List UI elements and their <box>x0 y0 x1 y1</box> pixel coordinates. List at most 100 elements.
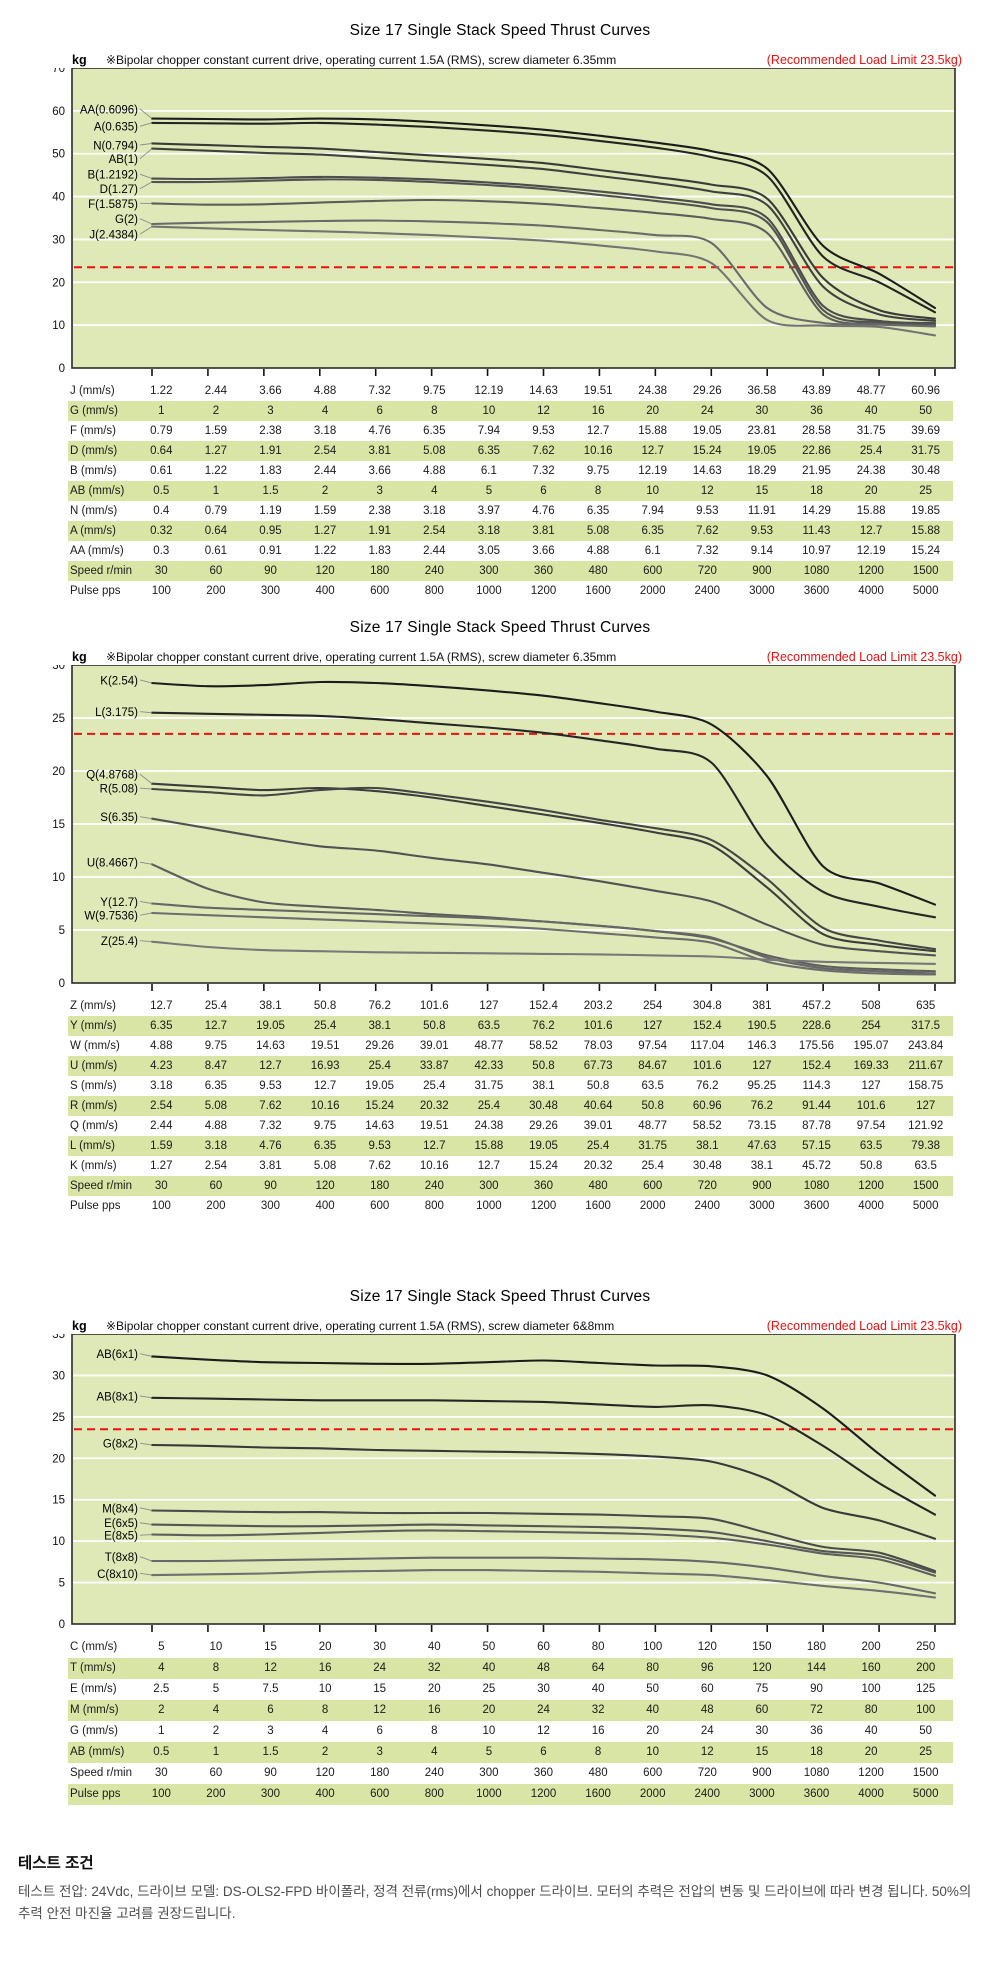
chart-block-3: Size 17 Single Stack Speed Thrust Curves… <box>0 1288 1000 1805</box>
table-cell: 3.18 <box>423 505 446 517</box>
y-axis-tick-label: 60 <box>52 106 65 118</box>
y-axis-tick-label: 25 <box>52 713 65 725</box>
table-cell: 79.38 <box>911 1140 941 1152</box>
table-cell: 800 <box>424 585 444 597</box>
series-label: A(0.635) <box>94 122 138 134</box>
table-cell: 60 <box>209 565 223 577</box>
table-cell: 600 <box>370 1788 390 1800</box>
table-cell: 25.4 <box>586 1140 610 1152</box>
table-cell: 19.05 <box>692 425 722 437</box>
table-cell: 38.1 <box>368 1020 391 1032</box>
table-cell: 10 <box>646 1746 660 1758</box>
table-cell: 114.3 <box>802 1080 831 1092</box>
table-cell: 243.84 <box>908 1040 944 1052</box>
table-cell: 31.75 <box>911 445 941 457</box>
series-label: C(8x10) <box>97 1569 138 1581</box>
table-cell: 7.32 <box>368 385 391 397</box>
table-cell: 10 <box>482 405 496 417</box>
table-cell: 60.96 <box>911 385 941 397</box>
table-cell: 10 <box>318 1683 332 1695</box>
table-cell: 200 <box>861 1641 881 1653</box>
table-cell: 9.75 <box>204 1040 228 1052</box>
table-cell: 1600 <box>585 585 611 597</box>
series-label-leader <box>139 900 153 904</box>
table-cell: 2 <box>158 1704 165 1716</box>
table-cell: 80 <box>646 1662 660 1674</box>
table-cell: 19.05 <box>256 1020 285 1032</box>
table-cell: 127 <box>643 1020 663 1032</box>
table-cell: 1.59 <box>313 505 337 517</box>
table-cell: 0.5 <box>153 485 170 497</box>
table-cell: 6.35 <box>150 1020 173 1032</box>
table-cell: 30 <box>154 1180 168 1192</box>
table-row-label: S (mm/s) <box>70 1080 117 1092</box>
curve-M(8x4) <box>150 1509 937 1573</box>
table-row-label: AB (mm/s) <box>70 1746 125 1758</box>
curve-E(6x5) <box>150 1523 937 1574</box>
table-cell: 200 <box>206 585 226 597</box>
table-cell: 1080 <box>803 1767 830 1779</box>
table-cell: 400 <box>315 1200 335 1212</box>
table-cell: 90 <box>264 1767 277 1779</box>
table-cell: 25 <box>919 1746 933 1758</box>
chart-block-2: Size 17 Single Stack Speed Thrust Curves… <box>0 619 1000 1216</box>
table-cell: 400 <box>315 1788 335 1800</box>
table-cell: 10.16 <box>419 1160 449 1172</box>
table-cell: 900 <box>752 1767 772 1779</box>
table-cell: 4000 <box>858 1788 884 1800</box>
table-cell: 101.6 <box>692 1060 722 1072</box>
series-label: E(8x5) <box>104 1531 138 1543</box>
table-cell: 97.54 <box>856 1120 886 1132</box>
curve-AB(1) <box>150 147 937 322</box>
table-cell: 14.63 <box>529 385 558 397</box>
table-cell: 6.35 <box>313 1140 337 1152</box>
table-cell: 480 <box>588 1180 608 1192</box>
table-cell: 60 <box>209 1767 223 1779</box>
table-cell: 12.7 <box>586 425 610 437</box>
table-cell: 50.8 <box>859 1160 883 1172</box>
table-cell: 1200 <box>530 1788 557 1800</box>
series-label: G(8x2) <box>103 1439 138 1451</box>
table-cell: 3600 <box>803 585 830 597</box>
curve-L(3.175) <box>150 711 937 919</box>
table-row-label: B (mm/s) <box>70 465 117 477</box>
table-cell: 120 <box>315 1180 335 1192</box>
table-row-label: Y (mm/s) <box>70 1020 117 1032</box>
table-cell: 190.5 <box>747 1020 777 1032</box>
table-cell: 5000 <box>912 1200 939 1212</box>
table-cell: 9.14 <box>750 545 774 557</box>
table-cell: 600 <box>643 1180 663 1192</box>
table-cell: 1600 <box>585 1788 611 1800</box>
table-cell: 7.62 <box>368 1160 391 1172</box>
table-cell: 900 <box>752 565 772 577</box>
table-cell: 4000 <box>858 1200 884 1212</box>
table-row-label: M (mm/s) <box>70 1704 119 1716</box>
table-cell: 1080 <box>803 1180 830 1192</box>
table-cell: 32 <box>427 1662 441 1674</box>
table-cell: 200 <box>206 1200 226 1212</box>
table-row: S (mm/s) 3.18 6.35 9.53 12.7 19.05 25.4 31.75 38… <box>68 1076 953 1096</box>
table-cell: 20 <box>864 485 878 497</box>
table-cell: 0.95 <box>259 525 282 537</box>
table-cell: 180 <box>370 1767 390 1779</box>
table-cell: 5.08 <box>423 445 446 457</box>
curve-AB(6x1) <box>150 1355 937 1497</box>
y-axis-tick-label: 25 <box>52 1412 65 1424</box>
series-label-leader <box>139 912 153 916</box>
table-cell: 146.3 <box>747 1040 777 1052</box>
table-cell: 600 <box>370 1200 390 1212</box>
table-cell: 3 <box>267 1725 274 1737</box>
table-row: Q (mm/s) 2.44 4.88 7.32 9.75 14.63 19.51 24.38 2… <box>68 1116 953 1136</box>
table-cell: 3 <box>267 405 274 417</box>
test-conditions-heading: 테스트 조건 <box>18 1855 94 1872</box>
table-row-label: Speed r/min <box>70 1180 133 1192</box>
table-cell: 1.22 <box>204 465 228 477</box>
table-row-label: G (mm/s) <box>70 1725 118 1737</box>
table-cell: 50.8 <box>313 1000 337 1012</box>
table-cell: 50.8 <box>586 1080 610 1092</box>
table-cell: 3 <box>376 485 383 497</box>
table-cell: 2400 <box>694 1788 721 1800</box>
table-row: J (mm/s) 1.22 2.44 3.66 4.88 7.32 9.75 12.19 14.… <box>68 381 953 401</box>
table-cell: 3000 <box>749 585 775 597</box>
table-cell: 24.38 <box>856 465 886 477</box>
